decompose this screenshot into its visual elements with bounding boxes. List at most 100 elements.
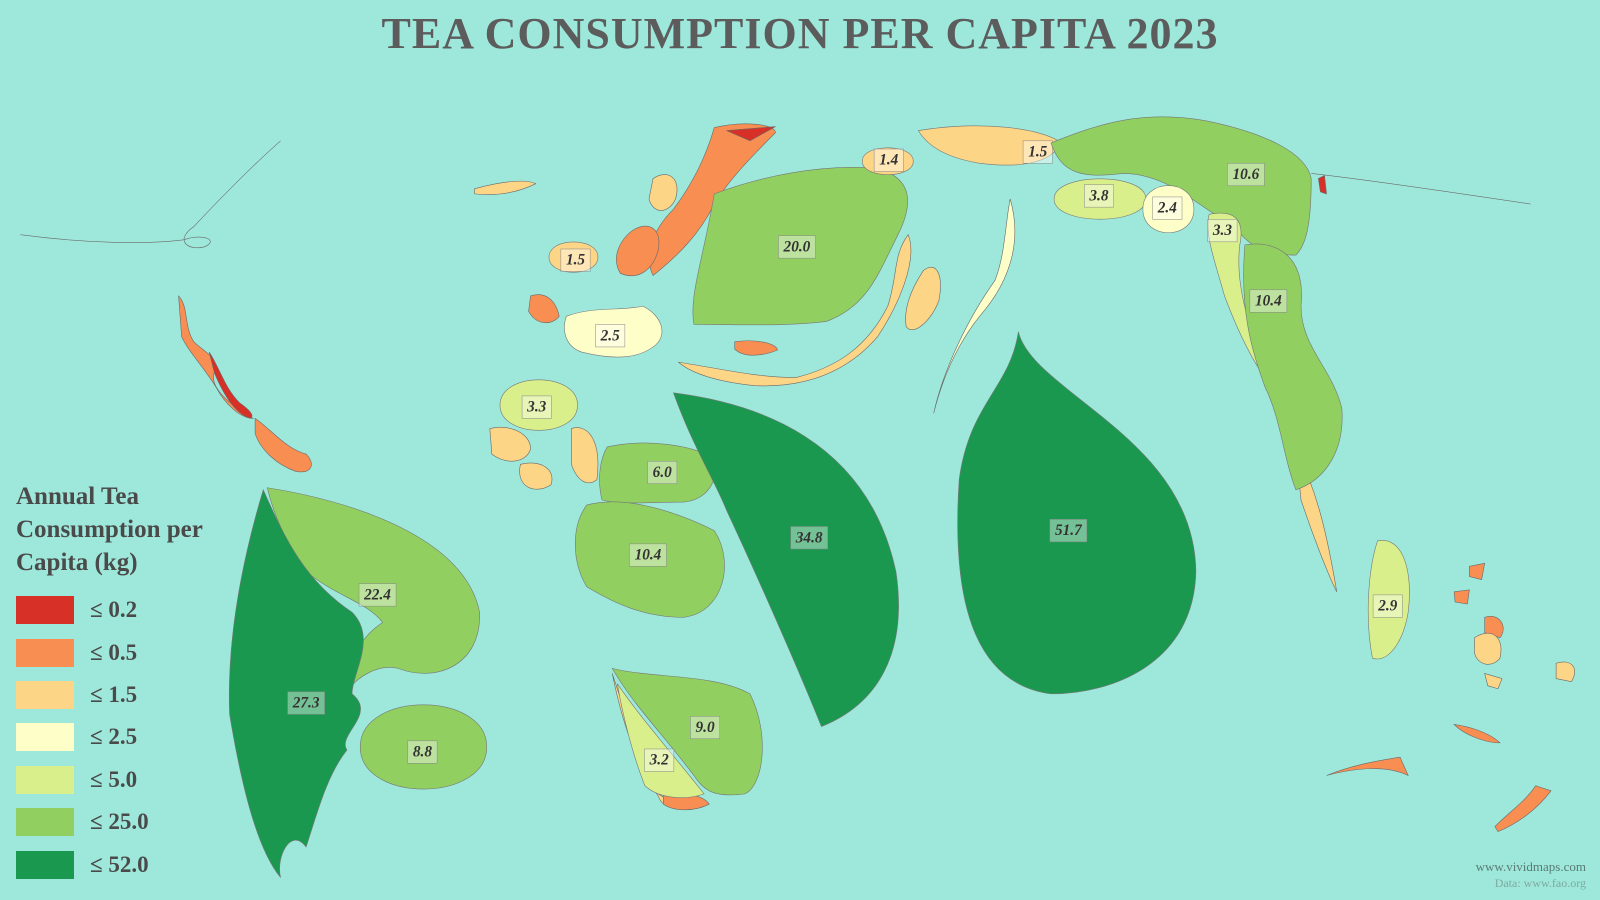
region-label: 1.5 [566,252,585,269]
coast-shape [519,462,553,490]
region [957,331,1197,695]
title: TEA CONSUMPTION PER CAPITA 2023 [381,9,1219,58]
coast-shape [208,351,253,419]
legend-item: ≤ 52.0 [16,843,231,885]
region-label: 2.5 [600,327,620,344]
region [1367,540,1410,660]
legend-label: ≤ 0.2 [90,597,138,623]
region-label-box [778,235,816,259]
region-group: 3.3 [1207,212,1277,389]
region-group: 1.4 [861,147,914,175]
region-label: 2.4 [1157,200,1177,217]
legend-swatch [16,680,74,709]
legend-items: ≤ 0.2 ≤ 0.5 ≤ 1.5 ≤ 2.5 ≤ 5.0 ≤ 25.0 ≤ 52.0 [16,589,231,886]
coast-shape [933,198,1016,414]
region [1243,243,1343,491]
credits: www.vividmaps.com Data: www.fao.org [1476,858,1586,892]
coast-shape [489,427,531,462]
coast-shape [905,266,941,331]
legend-swatch [16,808,74,837]
region-group: 10.6 [1050,116,1312,256]
region-label-box [1207,219,1238,243]
region-group: 3.3 [499,379,578,431]
region [548,241,599,273]
region-label-box [287,691,325,715]
region-label-box [1022,140,1053,164]
region-group: 6.0 [599,442,716,504]
region-label: 1.5 [1028,144,1047,161]
region-label-box [595,324,626,348]
region-group: 8.8 [359,704,488,790]
islands [1326,756,1409,777]
region-label-box [1084,184,1114,208]
region-label: 27.3 [292,695,320,712]
region-group: 34.8 [673,392,899,727]
region-label: 20.0 [783,238,811,255]
legend-swatch [16,765,74,794]
region-label: 51.7 [1055,522,1083,539]
region-label: 3.2 [649,752,669,769]
region-group: 22.4 [266,487,480,687]
coast-shape [616,225,660,276]
legend-title: Annual Tea Consumption per Capita (kg) [16,483,203,576]
region [917,125,1062,166]
islands [1453,562,1504,639]
coastline [1311,173,1531,205]
region-group: 1.5 [917,125,1062,166]
regions: 20.0 1.4 1.5 10.6 3.8 2.4 3.3 10.4 1.5 2.5 3.3 6.0 3… [228,116,1410,878]
coast-shape [677,234,912,387]
region [564,305,663,358]
region [673,392,899,727]
region-label: 22.4 [363,586,391,603]
region-label: 6.0 [653,464,672,481]
coast-shape [178,295,255,419]
region [359,704,488,790]
region [228,488,364,878]
region-group: 10.4 [1243,243,1343,491]
region-label-box [629,543,667,567]
region-label: 1.4 [879,152,898,169]
region-label: 10.4 [1255,293,1282,310]
region-group: 3.2 [617,683,705,798]
region-label-box [521,395,552,419]
coast-shape [528,294,560,324]
coast-shape [734,340,778,356]
region [611,667,763,796]
coastline [20,140,281,249]
region-group: 2.5 [564,305,663,358]
legend: Annual Tea Consumption per Capita (kg) ≤… [16,480,231,886]
region-label: 3.3 [1212,222,1232,239]
legend-item: ≤ 25.0 [16,801,231,843]
region-group: 1.5 [548,241,599,273]
legend-label: ≤ 52.0 [90,851,149,877]
region-group: 2.9 [1367,540,1410,660]
region-label-box [873,148,904,172]
region-label-box [560,248,591,272]
region-label-box [690,716,721,740]
region-label-box [790,526,828,550]
legend-swatch [16,596,74,625]
region-label: 3.3 [526,399,546,416]
region [599,442,716,504]
region-group: 10.4 [574,501,725,618]
region-group: 27.3 [228,488,364,878]
region-label: 10.4 [635,547,662,564]
region [617,683,705,798]
region-label-box [1249,289,1288,313]
islands [1474,633,1575,690]
legend-label: ≤ 5.0 [90,766,138,792]
coast-shape [648,123,776,276]
legend-item: ≤ 0.5 [16,631,231,673]
site-credit: www.vividmaps.com [1475,859,1586,874]
region-group: 20.0 [692,167,908,326]
region-group: 3.8 [1053,178,1147,220]
legend-item: ≤ 5.0 [16,759,231,801]
legend-label: ≤ 25.0 [90,809,149,835]
legend-swatch [16,723,74,752]
region-label: 3.8 [1088,187,1108,204]
region [574,501,725,618]
coast-shape [648,174,678,211]
region-group: 2.4 [1142,185,1195,233]
region-label-box [1152,196,1183,220]
